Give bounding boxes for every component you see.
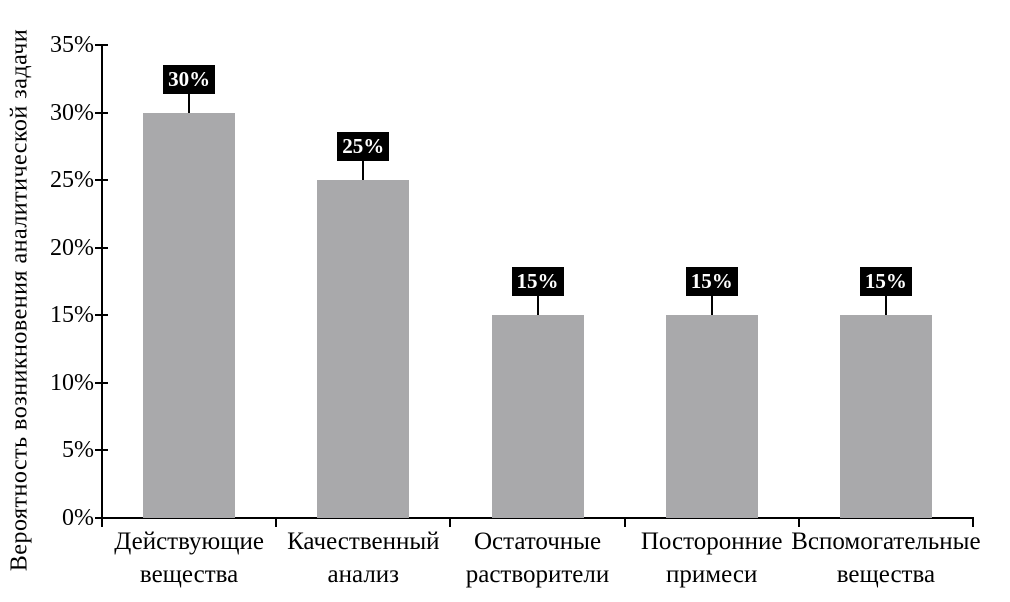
x-axis-tick <box>275 518 278 527</box>
x-axis-tick <box>449 518 452 527</box>
x-axis-tick <box>623 518 626 527</box>
data-label: 25% <box>337 132 390 162</box>
y-axis-line <box>101 44 103 518</box>
y-axis-tick <box>95 111 108 114</box>
data-label: 30% <box>163 64 216 94</box>
y-tick-label: 15% <box>50 302 94 329</box>
bar <box>491 315 584 518</box>
category-label: Качественный анализ <box>287 528 440 588</box>
category-label: Действующие вещества <box>114 528 264 588</box>
data-label: 15% <box>685 267 738 297</box>
data-label-connector <box>884 296 887 316</box>
y-axis-tick <box>95 314 108 317</box>
bar <box>143 112 236 518</box>
x-axis-line <box>101 517 974 519</box>
x-axis-tick <box>972 518 974 527</box>
category-label: Остаточные растворители <box>465 528 610 588</box>
y-axis-tick <box>95 381 108 384</box>
y-tick-label: 35% <box>50 32 94 58</box>
y-tick-label: 25% <box>50 167 94 194</box>
y-axis-tick <box>95 44 108 46</box>
data-label-connector <box>188 93 191 113</box>
y-axis-tick <box>95 246 108 249</box>
data-label-connector <box>362 161 365 181</box>
bar <box>665 315 758 518</box>
data-label: 15% <box>859 267 912 297</box>
data-label-connector <box>536 296 539 316</box>
data-label-connector <box>710 296 713 316</box>
y-tick-label: 20% <box>50 234 94 261</box>
y-axis-tick <box>95 449 108 452</box>
y-tick-label: 30% <box>50 99 94 126</box>
category-label: Вспомогательные вещества <box>791 528 981 588</box>
y-axis-tick <box>95 179 108 182</box>
y-tick-label: 0% <box>62 505 94 531</box>
x-axis-tick <box>101 518 103 527</box>
category-label: Посторонние примеси <box>640 528 783 588</box>
y-tick-label: 5% <box>62 437 94 464</box>
x-axis-tick <box>797 518 800 527</box>
bar <box>317 180 410 518</box>
data-label: 15% <box>511 267 564 297</box>
y-tick-label: 10% <box>50 369 94 396</box>
bar <box>839 315 932 518</box>
